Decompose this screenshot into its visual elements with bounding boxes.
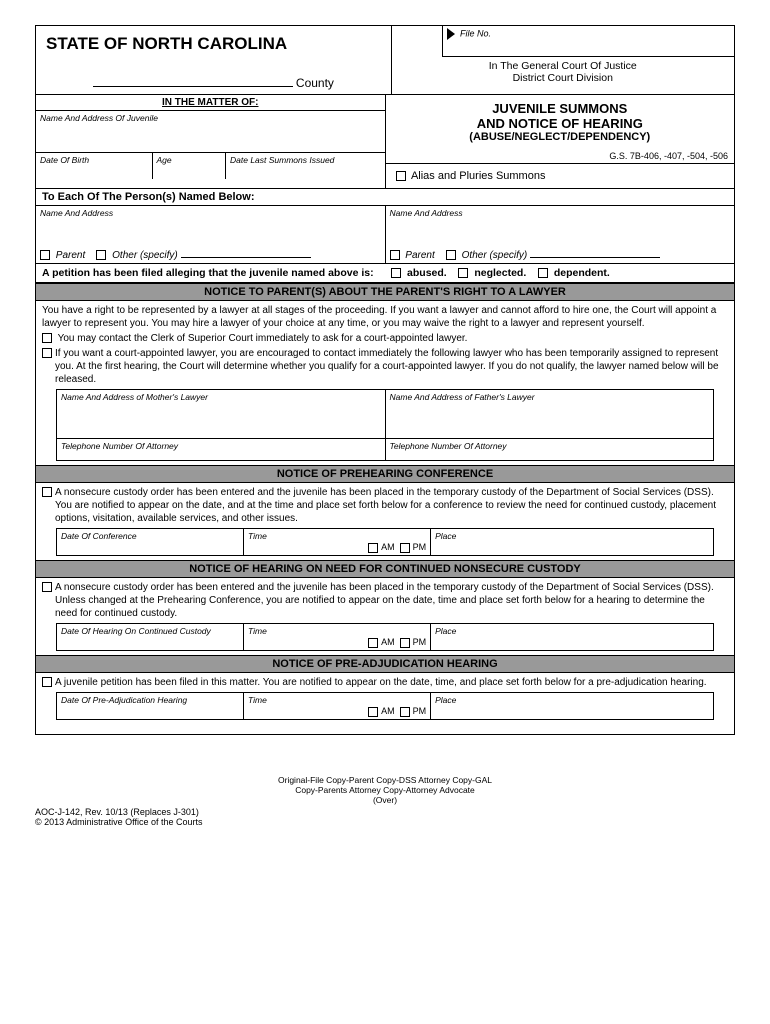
lawyer-notice-body: You have a right to be represented by a … (36, 301, 734, 389)
nonsecure-fields: Date Of Hearing On Continued Custody Tim… (56, 623, 714, 651)
preadjudication-am-checkbox[interactable] (368, 707, 378, 717)
lawyer-boxes: Name And Address of Mother's Lawyer Tele… (56, 389, 714, 461)
prehearing-pm: PM (413, 542, 427, 552)
form-title-1: JUVENILE SUMMONS (392, 101, 729, 116)
alias-checkbox[interactable] (396, 171, 406, 181)
preadjudication-fields: Date Of Pre-Adjudication Hearing Time AM… (56, 692, 714, 720)
form-subtitle: (ABUSE/NEGLECT/DEPENDENCY) (392, 131, 729, 143)
copies-line2: Copy-Parents Attorney Copy-Attorney Advo… (35, 785, 735, 795)
person1-parent-label: Parent (56, 250, 85, 261)
prehearing-place-label: Place (435, 531, 709, 541)
lawyer-para1: You have a right to be represented by a … (42, 304, 728, 330)
preadjudication-header: NOTICE OF PRE-ADJUDICATION HEARING (36, 655, 734, 673)
form-id-block: AOC-J-142, Rev. 10/13 (Replaces J-301) ©… (35, 807, 735, 827)
juvenile-name-label: Name And Address Of Juvenile (40, 113, 381, 123)
prehearing-header: NOTICE OF PREHEARING CONFERENCE (36, 465, 734, 483)
preadjudication-am: AM (381, 706, 395, 716)
person2-parent-label: Parent (405, 250, 434, 261)
state-title: STATE OF NORTH CAROLINA (42, 30, 385, 58)
form-container: STATE OF NORTH CAROLINA County File No. … (35, 25, 735, 735)
preadjudication-time-label: Time (248, 695, 426, 705)
person1-name-label: Name And Address (40, 208, 381, 218)
nonsecure-pm-checkbox[interactable] (400, 638, 410, 648)
last-summons-label: Date Last Summons Issued (230, 155, 381, 165)
over-label: (Over) (35, 795, 735, 805)
neglected-label: neglected. (474, 267, 526, 279)
age-label: Age (157, 155, 222, 165)
persons-row: Name And Address Parent Other (specify) … (36, 205, 734, 263)
petition-row: A petition has been filed alleging that … (36, 263, 734, 283)
preadjudication-checkbox[interactable] (42, 677, 52, 687)
preadjudication-pm-checkbox[interactable] (400, 707, 410, 717)
lawyer-opt1: You may contact the Clerk of Superior Co… (58, 333, 468, 344)
person1-other-label: Other (specify) (112, 250, 178, 261)
prehearing-date-label: Date Of Conference (61, 531, 239, 541)
nonsecure-text: A nonsecure custody order has been enter… (55, 581, 728, 620)
person2-other-checkbox[interactable] (446, 250, 456, 260)
nonsecure-pm: PM (413, 637, 427, 647)
header-row: STATE OF NORTH CAROLINA County File No. … (36, 26, 734, 94)
father-lawyer-label: Name And Address of Father's Lawyer (390, 392, 710, 402)
prehearing-time-label: Time (248, 531, 426, 541)
county-label: County (296, 76, 334, 90)
file-no-label: File No. (460, 28, 491, 38)
preadjudication-date-label: Date Of Pre-Adjudication Hearing (61, 695, 239, 705)
copies-line1: Original-File Copy-Parent Copy-DSS Attor… (35, 775, 735, 785)
petition-text: A petition has been filed alleging that … (42, 267, 374, 279)
court-line2: District Court Division (395, 72, 732, 84)
person2-other-label: Other (specify) (462, 250, 528, 261)
dependent-label: dependent. (554, 267, 610, 279)
nonsecure-checkbox[interactable] (42, 582, 52, 592)
court-line1: In The General Court Of Justice (395, 60, 732, 72)
matter-header: IN THE MATTER OF: (36, 95, 385, 110)
lawyer-opt2-checkbox[interactable] (42, 348, 52, 358)
copyright-text: © 2013 Administrative Office of the Cour… (35, 817, 735, 827)
person2-parent-checkbox[interactable] (390, 250, 400, 260)
form-id-text: AOC-J-142, Rev. 10/13 (Replaces J-301) (35, 807, 735, 817)
footer-copies: Original-File Copy-Parent Copy-DSS Attor… (35, 775, 735, 805)
alias-label: Alias and Pluries Summons (411, 170, 546, 182)
prehearing-pm-checkbox[interactable] (400, 543, 410, 553)
abused-checkbox[interactable] (391, 268, 401, 278)
nonsecure-header: NOTICE OF HEARING ON NEED FOR CONTINUED … (36, 560, 734, 578)
lawyer-notice-header: NOTICE TO PARENT(S) ABOUT THE PARENT'S R… (36, 283, 734, 301)
nonsecure-time-label: Time (248, 626, 426, 636)
prehearing-fields: Date Of Conference Time AM PM Place (56, 528, 714, 556)
triangle-icon (447, 28, 455, 40)
neglected-checkbox[interactable] (458, 268, 468, 278)
lawyer-opt2: If you want a court-appointed lawyer, yo… (55, 347, 728, 386)
lawyer-opt1-checkbox[interactable] (42, 333, 52, 343)
abused-label: abused. (407, 267, 447, 279)
nonsecure-am-checkbox[interactable] (368, 638, 378, 648)
preadjudication-text: A juvenile petition has been filed in th… (55, 676, 728, 689)
dob-label: Date Of Birth (40, 155, 148, 165)
mother-phone-label: Telephone Number Of Attorney (61, 441, 381, 451)
persons-header: To Each Of The Person(s) Named Below: (36, 188, 734, 205)
prehearing-am-checkbox[interactable] (368, 543, 378, 553)
mother-lawyer-label: Name And Address of Mother's Lawyer (61, 392, 381, 402)
person1-other-checkbox[interactable] (96, 250, 106, 260)
prehearing-text: A nonsecure custody order has been enter… (55, 486, 728, 525)
nonsecure-date-label: Date Of Hearing On Continued Custody (61, 626, 239, 636)
preadjudication-pm: PM (413, 706, 427, 716)
person1-parent-checkbox[interactable] (40, 250, 50, 260)
nonsecure-place-label: Place (435, 626, 709, 636)
father-phone-label: Telephone Number Of Attorney (390, 441, 710, 451)
county-input-line[interactable] (93, 86, 293, 87)
preadjudication-place-label: Place (435, 695, 709, 705)
nonsecure-am: AM (381, 637, 395, 647)
person2-name-label: Name And Address (390, 208, 731, 218)
prehearing-am: AM (381, 542, 395, 552)
matter-title-row: IN THE MATTER OF: Name And Address Of Ju… (36, 94, 734, 188)
form-title-2: AND NOTICE OF HEARING (392, 116, 729, 131)
gs-reference: G.S. 7B-406, -407, -504, -506 (386, 149, 735, 163)
dependent-checkbox[interactable] (538, 268, 548, 278)
prehearing-checkbox[interactable] (42, 487, 52, 497)
